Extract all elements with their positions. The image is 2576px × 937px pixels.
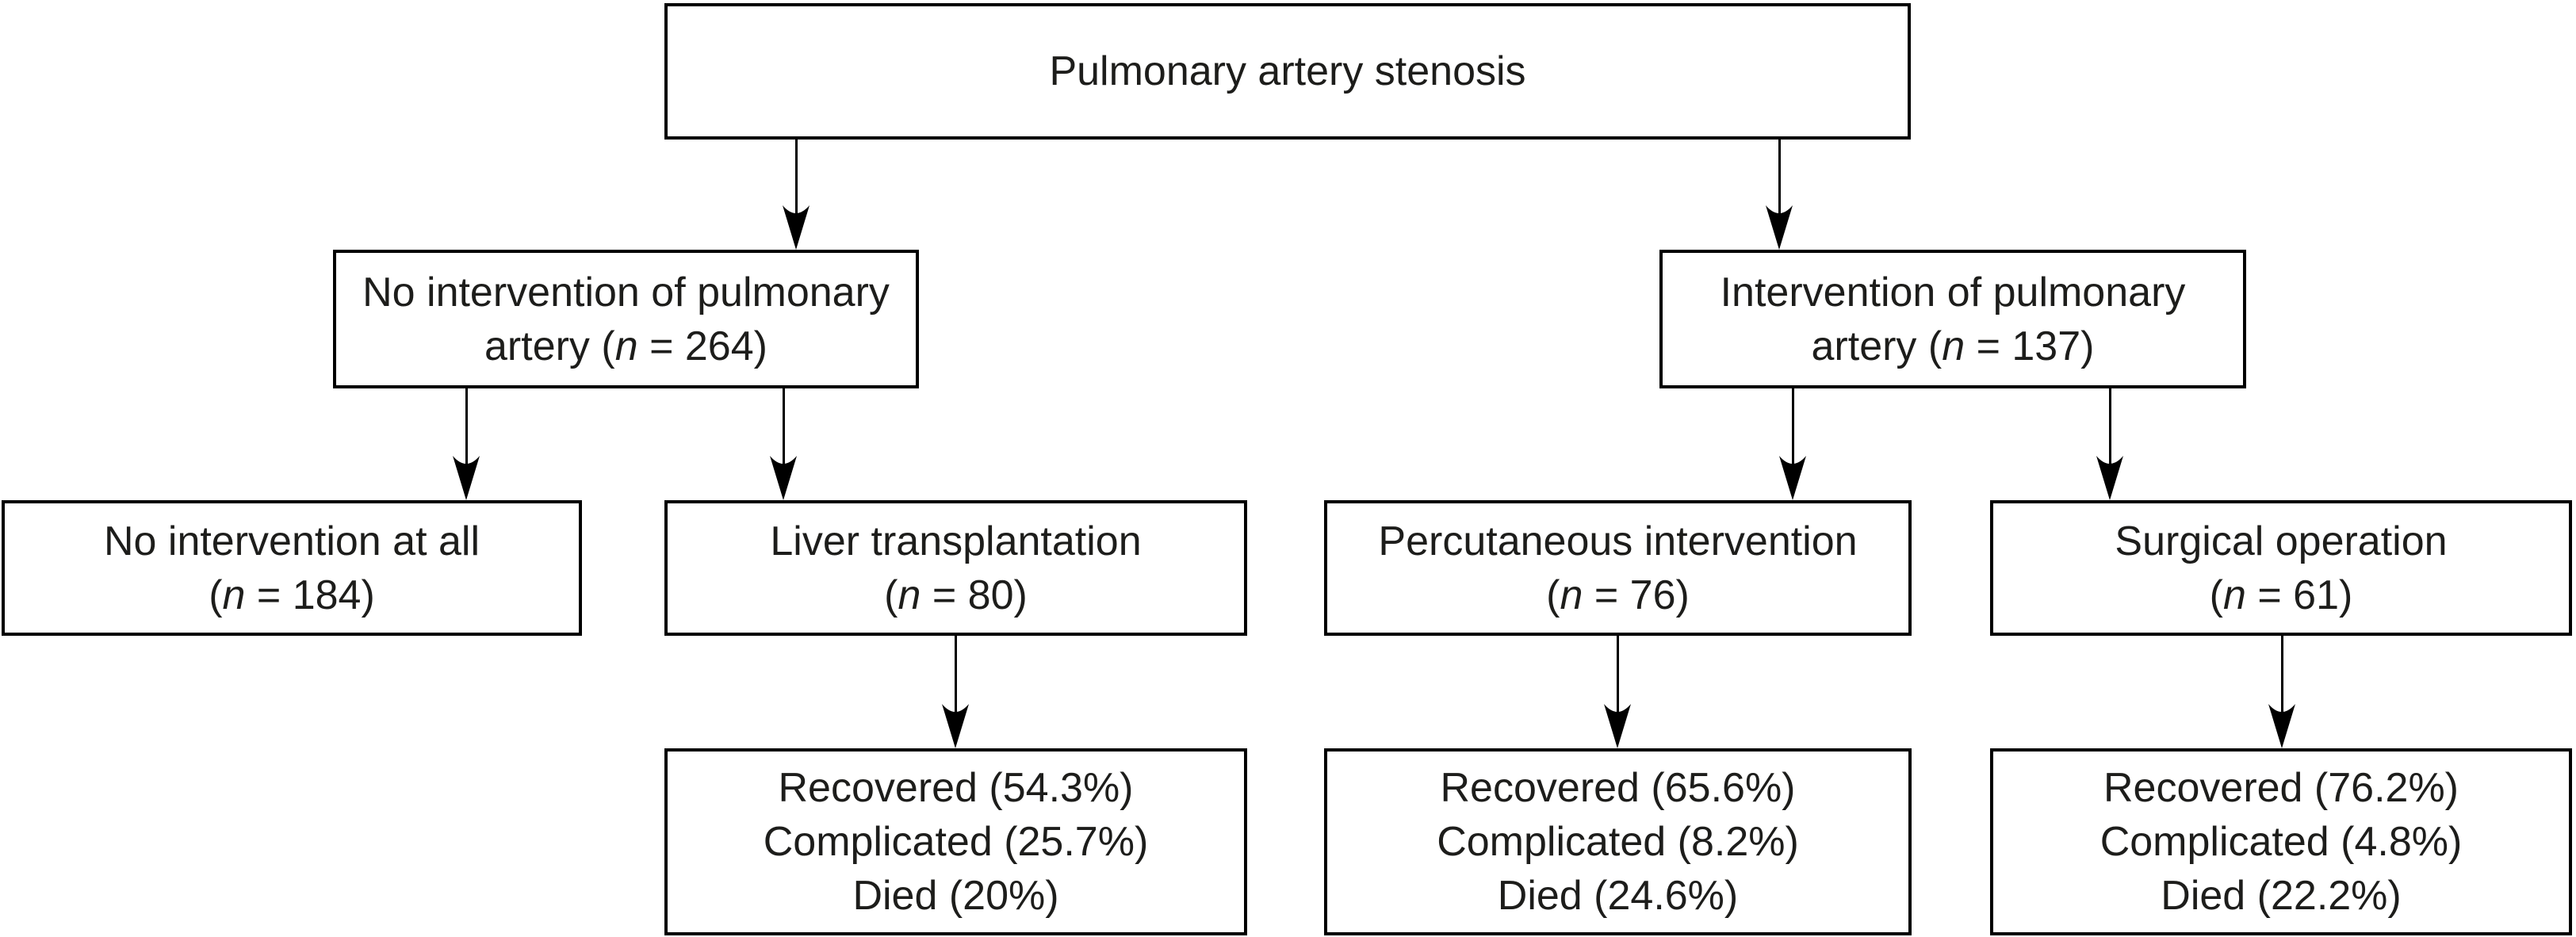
- node-intervention-branch: Intervention of pulmonary artery (n = 13…: [1659, 250, 2246, 388]
- node-percutaneous-intervention: Percutaneous intervention (n = 76): [1324, 500, 1912, 636]
- node-text-line: (n = 76): [1546, 572, 1690, 618]
- arrow-shaft: [2108, 388, 2111, 491]
- arrow-shaft: [1616, 634, 1619, 739]
- arrowhead-icon: [2268, 704, 2295, 748]
- node-text-line: Liver transplantation: [770, 518, 1142, 564]
- arrowhead-icon: [1604, 704, 1631, 748]
- arrow-shaft: [1778, 139, 1781, 240]
- arrow-shaft: [954, 634, 957, 739]
- arrowhead-icon: [783, 205, 810, 250]
- arrow-root-to-intervention-branch: [1766, 139, 1793, 250]
- node-text-line: Died (20%): [852, 873, 1059, 919]
- node-text-line: Surgical operation: [2115, 518, 2448, 564]
- arrow-root-to-no-intervention-branch: [783, 139, 810, 250]
- node-percutaneous-outcomes: Recovered (65.6%) Complicated (8.2%) Die…: [1324, 748, 1912, 935]
- arrowhead-icon: [942, 704, 969, 748]
- node-text-line: Died (22.2%): [2161, 873, 2402, 919]
- arrow-shaft: [1791, 388, 1794, 491]
- arrowhead-icon: [453, 456, 480, 500]
- arrow-branch-to-percutaneous-intervention: [1779, 388, 1806, 500]
- node-text-line: Recovered (54.3%): [778, 765, 1134, 811]
- node-text-line: (n = 80): [884, 572, 1028, 618]
- node-text-line: (n = 184): [209, 572, 375, 618]
- arrow-shaft: [782, 388, 785, 491]
- node-text-line: artery (n = 264): [484, 323, 767, 369]
- node-text-line: No intervention of pulmonary: [362, 269, 890, 316]
- node-text-line: Died (24.6%): [1497, 873, 1739, 919]
- arrow-shaft: [794, 139, 798, 240]
- arrow-branch-to-no-intervention-at-all: [453, 388, 480, 500]
- node-text-line: Recovered (65.6%): [1440, 765, 1796, 811]
- node-text-line: Complicated (8.2%): [1437, 819, 1799, 865]
- arrow-surgical-operation-to-outcomes: [2268, 634, 2295, 748]
- arrow-branch-to-liver-transplantation: [770, 388, 797, 500]
- node-no-intervention-at-all: No intervention at all (n = 184): [2, 500, 582, 636]
- node-liver-transplantation: Liver transplantation (n = 80): [664, 500, 1247, 636]
- arrow-liver-transplantation-to-outcomes: [942, 634, 969, 748]
- arrowhead-icon: [1766, 205, 1793, 250]
- arrow-shaft: [2280, 634, 2283, 739]
- node-text-line: Complicated (4.8%): [2099, 819, 2463, 865]
- node-surgical-outcomes: Recovered (76.2%) Complicated (4.8%) Die…: [1990, 748, 2572, 935]
- node-surgical-operation: Surgical operation (n = 61): [1990, 500, 2572, 636]
- arrow-branch-to-surgical-operation: [2096, 388, 2123, 500]
- node-no-intervention-branch: No intervention of pulmonary artery (n =…: [333, 250, 919, 388]
- node-liver-transplant-outcomes: Recovered (54.3%) Complicated (25.7%) Di…: [664, 748, 1247, 935]
- node-text-line: Recovered (76.2%): [2103, 765, 2459, 811]
- arrowhead-icon: [1779, 456, 1806, 500]
- node-pulmonary-artery-stenosis: Pulmonary artery stenosis: [664, 3, 1911, 140]
- node-text-line: No intervention at all: [103, 518, 480, 564]
- arrowhead-icon: [2096, 456, 2123, 500]
- node-text-line: Percutaneous intervention: [1378, 518, 1858, 564]
- node-text-line: (n = 61): [2209, 572, 2353, 618]
- arrow-percutaneous-intervention-to-outcomes: [1604, 634, 1631, 748]
- arrow-shaft: [465, 388, 468, 491]
- node-text-line: Pulmonary artery stenosis: [1049, 48, 1526, 94]
- node-text-line: artery (n = 137): [1811, 323, 2095, 369]
- node-text-line: Complicated (25.7%): [763, 819, 1149, 865]
- arrowhead-icon: [770, 456, 797, 500]
- node-text-line: Intervention of pulmonary: [1720, 269, 2186, 316]
